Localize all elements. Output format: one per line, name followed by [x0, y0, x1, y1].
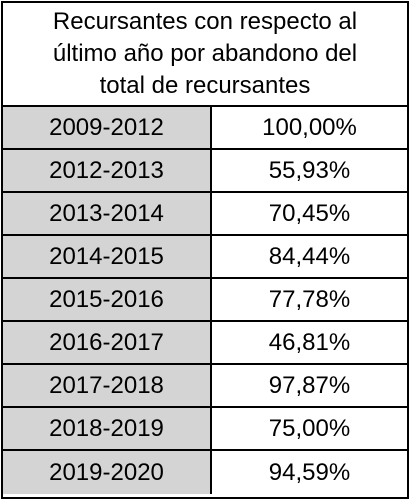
value-cell: 100,00%: [212, 107, 407, 148]
period-cell: 2012-2013: [3, 150, 212, 191]
table-header: Recursantes con respecto al último año p…: [3, 3, 407, 107]
table-title-line-3: total de recursantes: [99, 72, 311, 99]
table-title: Recursantes con respecto al último año p…: [9, 6, 401, 102]
value-cell: 70,45%: [212, 193, 407, 234]
value-cell: 55,93%: [212, 150, 407, 191]
table-row: 2018-2019 75,00%: [3, 408, 407, 451]
value-cell: 97,87%: [212, 365, 407, 406]
value-cell: 75,00%: [212, 408, 407, 449]
table-row: 2016-2017 46,81%: [3, 322, 407, 365]
period-cell: 2017-2018: [3, 365, 212, 406]
period-cell: 2015-2016: [3, 279, 212, 320]
data-table: Recursantes con respecto al último año p…: [1, 1, 409, 499]
period-cell: 2009-2012: [3, 107, 212, 148]
table-row: 2019-2020 94,59%: [3, 451, 407, 494]
table-body: 2009-2012 100,00% 2012-2013 55,93% 2013-2014…: [3, 107, 407, 497]
table-title-line-2: último año por abandono del: [52, 40, 358, 67]
table-row: 2009-2012 100,00%: [3, 107, 407, 150]
period-cell: 2013-2014: [3, 193, 212, 234]
value-cell: 46,81%: [212, 322, 407, 363]
period-cell: 2016-2017: [3, 322, 212, 363]
value-cell: 94,59%: [212, 451, 407, 494]
table-row: 2012-2013 55,93%: [3, 150, 407, 193]
value-cell: 84,44%: [212, 236, 407, 277]
period-cell: 2019-2020: [3, 451, 212, 494]
table-title-line-1: Recursantes con respecto al: [52, 8, 358, 35]
period-cell: 2014-2015: [3, 236, 212, 277]
period-cell: 2018-2019: [3, 408, 212, 449]
table-row: 2013-2014 70,45%: [3, 193, 407, 236]
table-row: 2014-2015 84,44%: [3, 236, 407, 279]
table-row: 2015-2016 77,78%: [3, 279, 407, 322]
table-row: 2017-2018 97,87%: [3, 365, 407, 408]
value-cell: 77,78%: [212, 279, 407, 320]
